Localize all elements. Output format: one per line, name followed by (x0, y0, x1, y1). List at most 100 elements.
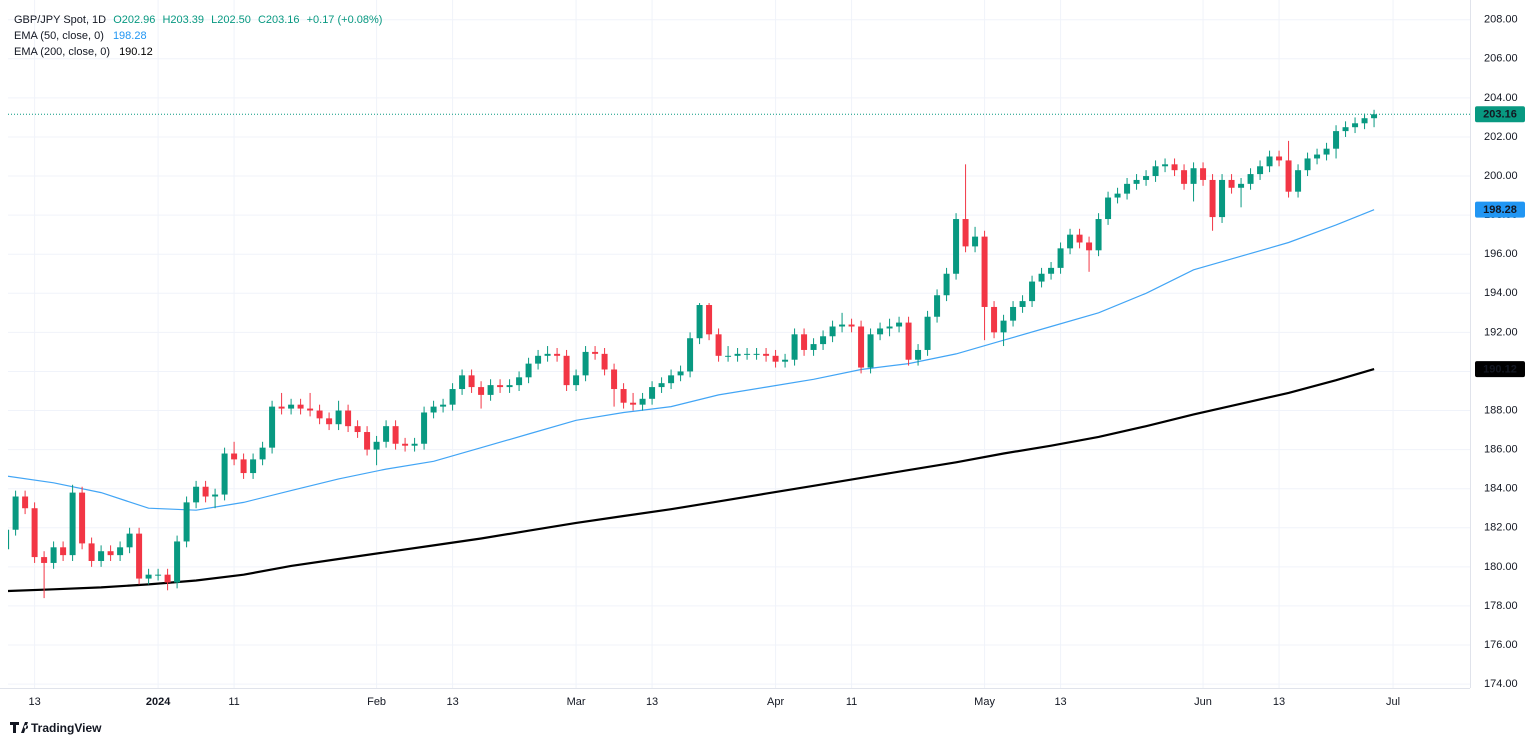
candle-body (449, 389, 456, 405)
candle-body (354, 426, 361, 433)
plot-area (8, 109, 1470, 599)
candle-body (858, 326, 865, 368)
candle-body (886, 326, 893, 329)
y-tick-label: 182.00 (1484, 522, 1518, 534)
candle-body (1133, 179, 1140, 184)
legend-close: C203.16 (258, 14, 300, 26)
candle-body (744, 353, 751, 355)
candle-body (782, 359, 789, 362)
x-tick-label: 13 (646, 696, 658, 708)
candle-body (924, 316, 931, 350)
candle-body (1114, 193, 1121, 198)
legend-ema50: EMA (50, close, 0) 198.28 (14, 30, 147, 42)
candle-body (972, 236, 979, 247)
x-tick-label: May (974, 696, 995, 708)
candle-body (810, 344, 817, 350)
y-tick-label: 192.00 (1484, 326, 1518, 338)
candle-body (240, 459, 247, 474)
candle-body (278, 406, 285, 409)
candle-body (1342, 127, 1349, 132)
candle-body (231, 453, 238, 460)
candle-body (506, 385, 513, 388)
candle-body (1276, 156, 1283, 161)
candle-body (687, 338, 694, 372)
y-tick-label: 188.00 (1484, 404, 1518, 416)
legend-ema50-value: 198.28 (113, 30, 147, 42)
candle-body (563, 355, 570, 386)
ema-badge-bg (1475, 201, 1525, 218)
y-tick-label: 202.00 (1484, 131, 1518, 143)
candle-body (829, 326, 836, 337)
candle-body (573, 375, 580, 386)
candle-body (658, 383, 665, 388)
candle-body (915, 349, 922, 360)
grid (8, 0, 1470, 688)
candle-body (1181, 170, 1188, 184)
candle-body (696, 305, 703, 339)
candle-body (307, 408, 314, 411)
x-tick-label: Mar (567, 696, 586, 708)
candle-body (582, 351, 589, 376)
candle-body (478, 387, 485, 395)
ema-badge: 190.12 (1483, 364, 1517, 376)
candle-body (706, 305, 713, 335)
candle-body (715, 334, 722, 356)
candle-body (1266, 156, 1273, 167)
candle-body (288, 404, 295, 409)
candle-body (202, 486, 209, 497)
candle-body (411, 443, 418, 446)
logo-text: TradingView (31, 721, 102, 735)
candle-body (1076, 234, 1083, 243)
candle-body (174, 541, 181, 583)
candle-body (1285, 160, 1292, 192)
candle-body (364, 432, 371, 450)
ema-line (8, 368, 1375, 593)
y-tick-label: 178.00 (1484, 600, 1518, 612)
candle-body (8, 529, 10, 550)
candle-body (725, 355, 732, 357)
candle-body (934, 295, 941, 317)
candle-body (250, 459, 257, 474)
candle-body (1019, 301, 1026, 307)
candle-body (1209, 179, 1216, 218)
legend-low: L202.50 (211, 14, 251, 26)
y-tick-label: 194.00 (1484, 287, 1518, 299)
candle-body (763, 353, 770, 356)
candle-body (1257, 166, 1264, 175)
candle-body (1361, 118, 1368, 124)
x-tick-label: Feb (367, 696, 386, 708)
candle-body (848, 324, 855, 327)
candle-body (50, 547, 57, 563)
x-tick-label: 13 (446, 696, 458, 708)
candle-body (1162, 164, 1169, 167)
candle-body (953, 219, 960, 274)
candle-body (1304, 158, 1311, 171)
candle-body (791, 334, 798, 360)
candle-body (392, 426, 399, 444)
candle-body (1190, 168, 1197, 184)
x-tick-label: 13 (28, 696, 40, 708)
x-tick-label: 13 (1054, 696, 1066, 708)
candle-body (677, 371, 684, 376)
candle-body (1247, 174, 1254, 184)
candle-body (1295, 170, 1302, 192)
candle-body (1067, 234, 1074, 249)
candle-body (1200, 168, 1207, 180)
candle-body (1333, 131, 1340, 149)
candle-body (592, 351, 599, 354)
candle-body (69, 492, 76, 556)
candle-body (497, 385, 504, 388)
candle-body (1124, 183, 1131, 194)
candle-body (12, 496, 19, 530)
candle-body (22, 496, 29, 509)
candle-body (126, 533, 133, 548)
y-tick-label: 186.00 (1484, 444, 1518, 456)
candle-body (1371, 114, 1378, 119)
candle-body (516, 377, 523, 386)
candle-body (487, 385, 494, 395)
y-tick-label: 196.00 (1484, 248, 1518, 260)
candle-body (269, 406, 276, 448)
candle-body (402, 443, 409, 446)
candle-body (962, 219, 969, 247)
